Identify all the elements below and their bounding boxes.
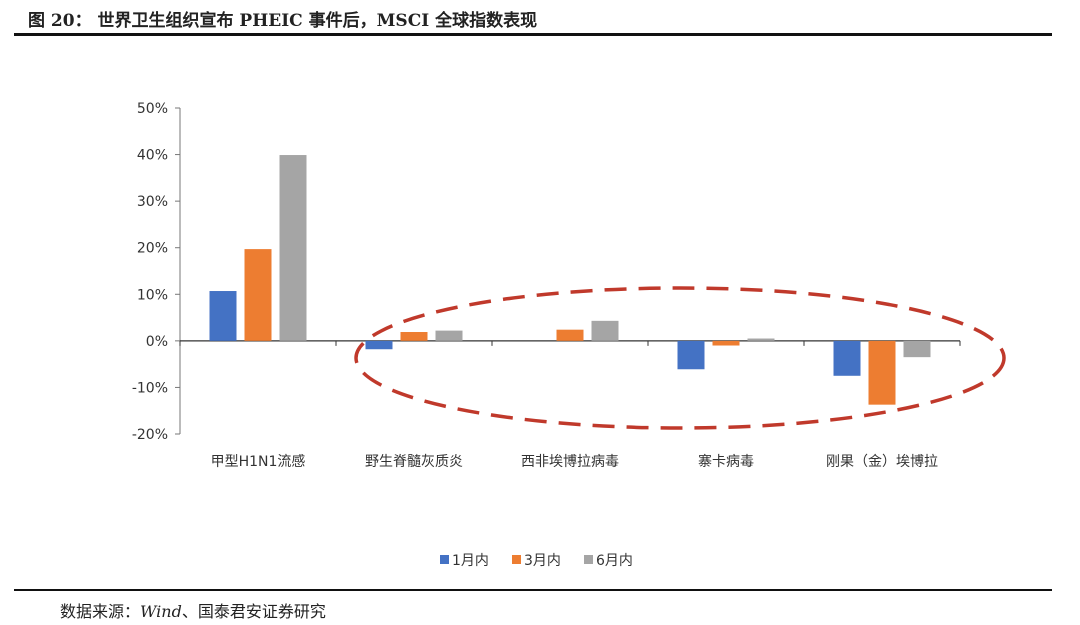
legend-label: 6月内 xyxy=(596,553,633,569)
bar-3 xyxy=(591,320,619,341)
source-suffix: 、国泰君安证券研究 xyxy=(181,602,326,621)
bar-3 xyxy=(747,338,775,341)
bar-1 xyxy=(833,340,861,376)
bar-1 xyxy=(677,340,705,370)
x-tick-label: 野生脊髓灰质炎 xyxy=(365,454,463,470)
y-tick-label: 20% xyxy=(137,241,168,257)
bar-2 xyxy=(244,249,272,341)
bar-2 xyxy=(400,332,428,341)
y-tick-label: -10% xyxy=(132,380,168,396)
y-tick-label: 30% xyxy=(137,194,168,210)
y-tick-label: 0% xyxy=(146,334,168,350)
bar-1 xyxy=(209,291,237,341)
y-tick-label: 50% xyxy=(137,101,168,117)
legend-swatch xyxy=(512,555,521,564)
bar-3 xyxy=(903,340,931,358)
source-note: 数据来源：Wind、国泰君安证券研究 xyxy=(60,598,326,622)
bar-1 xyxy=(365,340,393,350)
bottom-divider xyxy=(14,589,1052,591)
bar-3 xyxy=(279,155,307,341)
annotation-ellipse xyxy=(354,286,1006,430)
bar-3 xyxy=(435,330,463,341)
source-prefix: 数据来源： xyxy=(60,602,141,621)
y-tick-label: -20% xyxy=(132,427,168,443)
y-tick-label: 40% xyxy=(137,148,168,164)
y-tick-label: 10% xyxy=(137,287,168,303)
bar-2 xyxy=(556,329,584,341)
legend-swatch xyxy=(440,555,449,564)
legend-label: 1月内 xyxy=(452,553,489,569)
x-tick-label: 西非埃博拉病毒 xyxy=(521,453,619,470)
legend-label: 3月内 xyxy=(524,553,561,569)
top-divider xyxy=(14,33,1052,36)
source-name: Wind xyxy=(140,602,182,621)
legend-swatch xyxy=(584,555,593,564)
bar-2 xyxy=(868,340,896,405)
figure-title: 图 20： 世界卫生组织宣布 PHEIC 事件后，MSCI 全球指数表现 xyxy=(28,11,538,31)
x-tick-label: 甲型H1N1流感 xyxy=(211,453,306,470)
x-tick-label: 刚果（金）埃博拉 xyxy=(826,453,938,470)
bar-2 xyxy=(712,340,740,346)
x-tick-label: 寨卡病毒 xyxy=(698,453,754,470)
